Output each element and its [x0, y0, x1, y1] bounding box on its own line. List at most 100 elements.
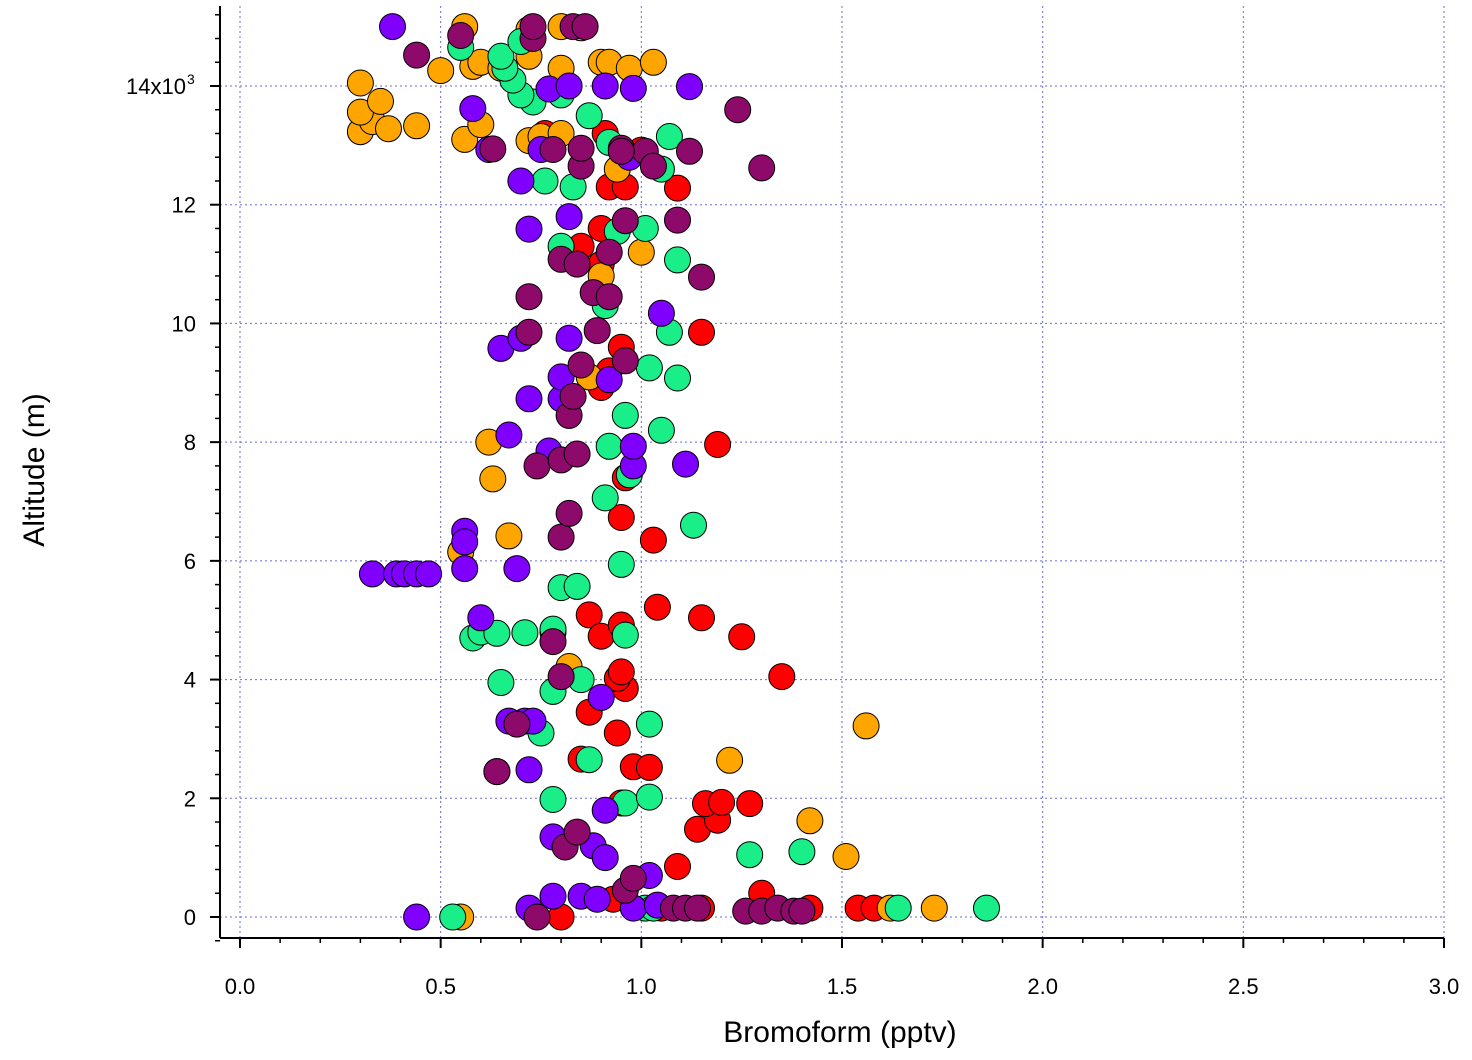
data-point: [539, 882, 567, 910]
x-tick-label: 0.0: [225, 974, 256, 999]
data-point: [920, 894, 948, 922]
data-point: [515, 215, 543, 243]
data-point: [672, 450, 699, 478]
data-point: [403, 112, 431, 140]
data-point: [495, 421, 523, 449]
data-point: [555, 499, 583, 527]
data-point: [367, 87, 394, 115]
data-point: [627, 238, 655, 266]
data-point: [563, 572, 591, 600]
data-point: [647, 416, 675, 444]
data-point: [664, 174, 691, 202]
data-point: [611, 207, 639, 235]
data-point: [346, 69, 374, 97]
data-point: [531, 167, 559, 195]
data-point: [487, 669, 515, 696]
axes: [219, 6, 1444, 939]
data-point: [403, 903, 431, 931]
data-point: [688, 318, 715, 346]
data-point: [655, 123, 683, 150]
data-point: [567, 134, 595, 162]
data-point: [639, 48, 667, 76]
x-tick-label: 1.0: [626, 974, 657, 999]
data-point: [832, 843, 860, 870]
data-point: [591, 72, 619, 100]
data-point: [459, 95, 487, 123]
data-point: [664, 853, 691, 880]
data-point: [523, 452, 551, 480]
data-point: [515, 756, 543, 784]
data-point: [495, 522, 523, 550]
data-point: [595, 238, 623, 266]
data-point: [379, 13, 406, 41]
y-tick-label: 14x10: [126, 74, 186, 99]
data-point: [563, 440, 591, 468]
data-point: [716, 746, 744, 774]
data-point: [788, 897, 816, 925]
data-point: [852, 712, 880, 740]
y-tick-exponent: 3: [187, 71, 195, 87]
data-point: [676, 137, 703, 165]
data-point: [603, 719, 631, 747]
data-point: [973, 894, 1000, 922]
data-point: [575, 102, 603, 130]
data-point: [567, 351, 595, 379]
data-point: [635, 783, 663, 811]
data-point: [680, 511, 707, 539]
data-point: [467, 604, 495, 632]
data-point: [559, 382, 587, 410]
x-tick-label: 2.5: [1228, 974, 1259, 999]
data-point: [728, 623, 756, 651]
data-point: [519, 13, 547, 41]
data-point: [639, 152, 667, 180]
tick-marks: [210, 14, 1445, 948]
data-point: [611, 401, 639, 429]
data-point: [523, 903, 551, 931]
data-point: [619, 74, 647, 102]
y-tick-label: 2: [184, 786, 196, 811]
data-point: [708, 788, 736, 816]
data-point: [607, 137, 635, 165]
data-point: [647, 299, 675, 327]
data-point: [796, 807, 824, 835]
data-point: [571, 13, 599, 41]
tick-labels: 0.0 0.5 1.0 1.5 2.0 2.5 3.0 0 2 4 6 8 10 12 14x10 3: [126, 71, 1459, 999]
data-point: [451, 528, 479, 556]
y-tick-label: 4: [184, 668, 196, 693]
data-point: [479, 465, 507, 493]
grid-lines: [220, 6, 1445, 938]
data-point: [547, 363, 575, 391]
data-point: [563, 818, 591, 846]
y-tick-label: 8: [184, 430, 196, 455]
data-point: [451, 555, 479, 583]
data-point: [591, 484, 619, 512]
data-point: [483, 758, 511, 786]
data-point: [358, 560, 386, 588]
data-point: [515, 385, 543, 413]
data-point: [547, 663, 575, 691]
data-point: [503, 555, 531, 583]
data-point: [736, 790, 764, 818]
y-axis-label: Altitude (m): [18, 393, 51, 546]
data-point: [643, 593, 671, 621]
data-point: [611, 347, 639, 375]
data-point: [611, 621, 639, 649]
data-point: [724, 96, 752, 124]
data-point: [607, 504, 635, 531]
data-point: [591, 796, 619, 824]
data-point: [539, 786, 567, 813]
data-point: [664, 364, 691, 392]
data-point: [664, 246, 691, 274]
data-point: [635, 710, 663, 738]
data-point: [884, 894, 912, 922]
data-point: [563, 250, 591, 278]
data-point: [639, 526, 667, 554]
x-tick-label: 0.5: [425, 974, 456, 999]
data-point: [688, 263, 715, 291]
data-point: [503, 710, 531, 738]
data-point: [704, 431, 732, 458]
data-point: [555, 324, 583, 352]
data-point: [511, 619, 539, 647]
data-point: [515, 318, 543, 346]
